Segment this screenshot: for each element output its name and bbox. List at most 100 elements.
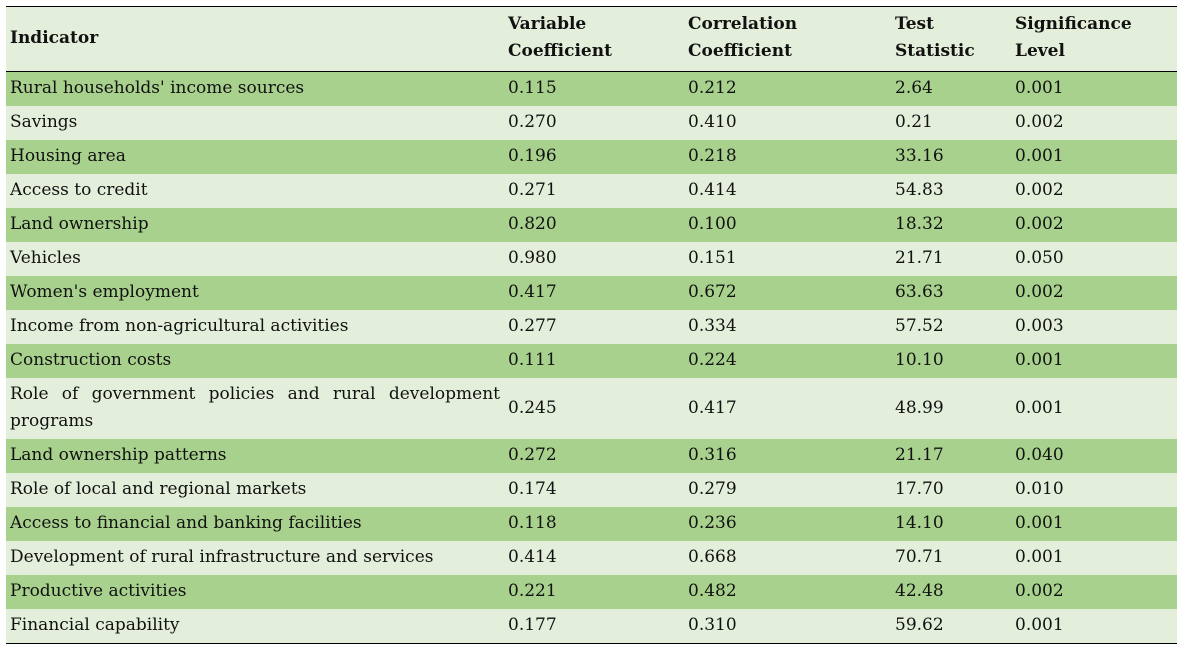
table-row: Development of rural infrastructure and … xyxy=(6,541,1177,575)
cell-test-statistic: 10.10 xyxy=(895,350,944,370)
cell-indicator: Construction costs xyxy=(10,350,172,370)
table-row: Role of local and regional markets 0.174 0… xyxy=(6,473,1177,507)
cell-variable-coefficient: 0.196 xyxy=(508,146,557,166)
cell-variable-coefficient: 0.271 xyxy=(508,180,557,200)
cell-test-statistic: 57.52 xyxy=(895,316,944,336)
header-variable-coefficient: Variable Coefficient xyxy=(504,7,684,72)
cell-variable-coefficient: 0.980 xyxy=(508,248,557,268)
cell-indicator: Development of rural infrastructure and … xyxy=(10,547,434,567)
header-line: Variable xyxy=(508,14,587,34)
cell-test-statistic: 21.17 xyxy=(895,445,944,465)
table-row: Rural households' income sources 0.115 0.2… xyxy=(6,71,1177,106)
table-row: Productive activities 0.221 0.482 42.48 0.00… xyxy=(6,575,1177,609)
cell-indicator: Productive activities xyxy=(10,581,187,601)
header-indicator-line: Indicator xyxy=(10,27,99,48)
header-row: Indicator Variable Coefficient Correlati… xyxy=(6,6,1177,72)
cell-test-statistic: 14.10 xyxy=(895,513,944,533)
cell-variable-coefficient: 0.270 xyxy=(508,112,557,132)
cell-test-statistic: 63.63 xyxy=(895,282,944,302)
cell-correlation-coefficient: 0.279 xyxy=(688,479,737,499)
cell-test-statistic: 0.21 xyxy=(895,112,933,132)
header-line: Statistic xyxy=(895,41,975,61)
cell-variable-coefficient: 0.277 xyxy=(508,316,557,336)
cell-correlation-coefficient: 0.316 xyxy=(688,445,737,465)
cell-significance-level: 0.001 xyxy=(1015,78,1064,98)
cell-correlation-coefficient: 0.410 xyxy=(688,112,737,132)
cell-indicator: Access to credit xyxy=(10,180,148,200)
table-row: Income from non-agricultural activities 0… xyxy=(6,310,1177,344)
cell-indicator: Women's employment xyxy=(10,282,199,302)
cell-correlation-coefficient: 0.224 xyxy=(688,350,737,370)
cell-indicator: Role of local and regional markets xyxy=(10,479,307,499)
indicator-table: Indicator Variable Coefficient Correlati… xyxy=(6,6,1177,644)
cell-indicator: Land ownership patterns xyxy=(10,445,227,465)
table-row: Financial capability 0.177 0.310 59.62 0.001 xyxy=(6,609,1177,644)
cell-indicator: Role of government policies and rural de… xyxy=(10,384,500,431)
cell-indicator: Savings xyxy=(10,112,78,132)
cell-test-statistic: 17.70 xyxy=(895,479,944,499)
cell-significance-level: 0.010 xyxy=(1015,479,1064,499)
cell-variable-coefficient: 0.414 xyxy=(508,547,557,567)
table-header: Indicator Variable Coefficient Correlati… xyxy=(6,6,1177,72)
cell-correlation-coefficient: 0.310 xyxy=(688,615,737,635)
cell-significance-level: 0.002 xyxy=(1015,180,1064,200)
cell-variable-coefficient: 0.174 xyxy=(508,479,557,499)
cell-test-statistic: 59.62 xyxy=(895,615,944,635)
data-table-container: Indicator Variable Coefficient Correlati… xyxy=(6,6,1177,644)
header-line: Coefficient xyxy=(508,41,612,61)
cell-correlation-coefficient: 0.414 xyxy=(688,180,737,200)
cell-indicator: Land ownership xyxy=(10,214,149,234)
table-row: Land ownership patterns 0.272 0.316 21.17 0.… xyxy=(6,439,1177,473)
cell-correlation-coefficient: 0.668 xyxy=(688,547,737,567)
cell-indicator: Access to financial and banking faciliti… xyxy=(10,513,362,533)
cell-variable-coefficient: 0.221 xyxy=(508,581,557,601)
table-row: Role of government policies and rural de… xyxy=(6,378,1177,439)
cell-correlation-coefficient: 0.218 xyxy=(688,146,737,166)
cell-significance-level: 0.002 xyxy=(1015,282,1064,302)
cell-correlation-coefficient: 0.100 xyxy=(688,214,737,234)
cell-variable-coefficient: 0.111 xyxy=(508,350,557,370)
header-indicator: Indicator xyxy=(6,7,504,72)
cell-indicator: Rural households' income sources xyxy=(10,78,305,98)
cell-correlation-coefficient: 0.334 xyxy=(688,316,737,336)
header-line: Coefficient xyxy=(688,41,792,61)
cell-indicator: Financial capability xyxy=(10,615,180,635)
cell-variable-coefficient: 0.272 xyxy=(508,445,557,465)
cell-correlation-coefficient: 0.672 xyxy=(688,282,737,302)
cell-variable-coefficient: 0.245 xyxy=(508,397,557,418)
cell-test-statistic: 2.64 xyxy=(895,78,933,98)
cell-variable-coefficient: 0.417 xyxy=(508,282,557,302)
cell-significance-level: 0.002 xyxy=(1015,581,1064,601)
cell-test-statistic: 54.83 xyxy=(895,180,944,200)
cell-significance-level: 0.050 xyxy=(1015,248,1064,268)
cell-test-statistic: 48.99 xyxy=(895,397,944,418)
table-row: Access to financial and banking faciliti… xyxy=(6,507,1177,541)
header-line: Significance xyxy=(1015,14,1132,34)
table-row: Construction costs 0.111 0.224 10.10 0.001 xyxy=(6,344,1177,378)
table-row: Women's employment 0.417 0.672 63.63 0.002 xyxy=(6,276,1177,310)
header-test-statistic: Test Statistic xyxy=(891,7,1011,72)
cell-variable-coefficient: 0.177 xyxy=(508,615,557,635)
cell-significance-level: 0.001 xyxy=(1015,547,1064,567)
table-row: Savings 0.270 0.410 0.21 0.002 xyxy=(6,106,1177,140)
table-row: Vehicles 0.980 0.151 21.71 0.050 xyxy=(6,242,1177,276)
cell-significance-level: 0.002 xyxy=(1015,112,1064,132)
header-significance-level: Significance Level xyxy=(1011,7,1177,72)
table-row: Access to credit 0.271 0.414 54.83 0.002 xyxy=(6,174,1177,208)
cell-significance-level: 0.001 xyxy=(1015,397,1064,418)
header-line: Level xyxy=(1015,41,1065,61)
cell-indicator: Housing area xyxy=(10,146,126,166)
cell-significance-level: 0.002 xyxy=(1015,214,1064,234)
table-row: Land ownership 0.820 0.100 18.32 0.002 xyxy=(6,208,1177,242)
cell-test-statistic: 21.71 xyxy=(895,248,944,268)
cell-correlation-coefficient: 0.212 xyxy=(688,78,737,98)
header-line: Test xyxy=(895,14,934,34)
cell-correlation-coefficient: 0.151 xyxy=(688,248,737,268)
cell-test-statistic: 42.48 xyxy=(895,581,944,601)
cell-significance-level: 0.003 xyxy=(1015,316,1064,336)
cell-correlation-coefficient: 0.417 xyxy=(688,397,737,418)
cell-significance-level: 0.001 xyxy=(1015,350,1064,370)
cell-test-statistic: 70.71 xyxy=(895,547,944,567)
table-row: Housing area 0.196 0.218 33.16 0.001 xyxy=(6,140,1177,174)
cell-significance-level: 0.001 xyxy=(1015,513,1064,533)
